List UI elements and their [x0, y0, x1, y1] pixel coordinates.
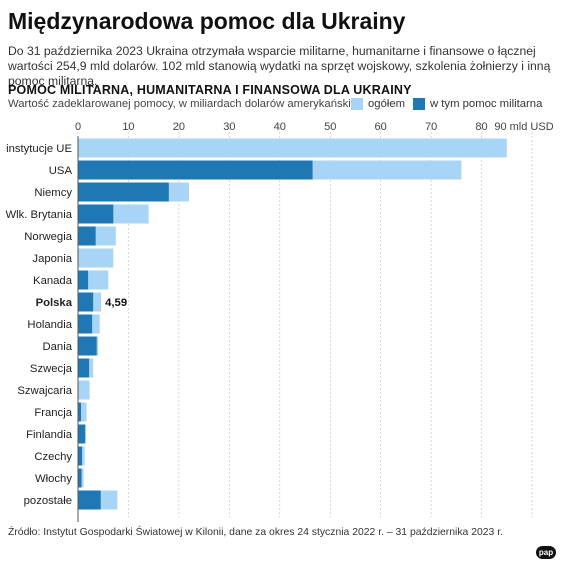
legend-total-label: ogółem	[368, 98, 406, 110]
category-label: instytucje UE	[6, 143, 72, 155]
bar-total	[78, 380, 90, 400]
pap-logo: pap	[536, 546, 556, 559]
page-title: Międzynarodowa pomoc dla Ukrainy	[8, 8, 406, 34]
category-label: USA	[49, 165, 73, 177]
category-label: Dania	[42, 341, 72, 353]
x-tick-label: 20	[173, 121, 185, 133]
source-note: Źródło: Instytut Gospodarki Światowej w …	[8, 527, 503, 538]
bar-military	[78, 490, 101, 510]
category-label: Niemcy	[34, 187, 72, 199]
chart-subtitle: Wartość zadeklarowanej pomocy, w miliard…	[8, 98, 363, 110]
legend-total: ogółem	[351, 98, 405, 110]
x-tick-label: 60	[375, 121, 387, 133]
category-label: Wlk. Brytania	[5, 209, 72, 221]
bar-military	[78, 204, 114, 224]
bar-total	[78, 138, 507, 158]
bar-chart: 0 10 20 30 40 50 60 70 80 90 mld USD instytucje UE…	[5, 121, 554, 522]
bar-military	[78, 182, 169, 202]
x-tick-label: 90 mld USD	[494, 121, 553, 133]
intro-text: Do 31 października 2023 Ukraina otrzymał…	[8, 44, 551, 88]
category-label: Francja	[34, 407, 72, 419]
x-tick-label: 50	[324, 121, 336, 133]
bar-total	[78, 402, 87, 422]
category-label: Japonia	[32, 253, 72, 265]
bar-military	[78, 424, 86, 444]
legend-military: w tym pomoc militarna	[413, 98, 542, 110]
bar-military	[78, 402, 82, 422]
category-label: Włochy	[35, 473, 72, 485]
category-label: Kanada	[33, 275, 73, 287]
data-label-polska: 4,59	[105, 297, 127, 309]
category-label: Norwegia	[24, 231, 72, 243]
bar-military	[78, 160, 313, 180]
bar-military	[78, 226, 96, 246]
category-label: Szwecja	[30, 363, 73, 375]
category-label: Szwajcaria	[17, 385, 72, 397]
bar-military	[78, 292, 94, 312]
x-tick-label: 80	[475, 121, 487, 133]
bar-military	[78, 446, 83, 466]
category-label: Polska	[36, 297, 73, 309]
x-tick-label: 0	[75, 121, 81, 133]
x-tick-label: 30	[223, 121, 235, 133]
category-label: Czechy	[34, 451, 72, 463]
category-label: Finlandia	[26, 429, 73, 441]
legend-military-label: w tym pomoc militarna	[430, 98, 543, 110]
x-tick-label: 70	[425, 121, 437, 133]
legend-total-swatch	[351, 98, 363, 110]
bar-military	[78, 358, 90, 378]
bar-military	[78, 270, 89, 290]
bar-military	[78, 468, 82, 488]
x-tick-label: 10	[122, 121, 134, 133]
category-label: Holandia	[27, 319, 72, 331]
chart-title: POMOC MILITARNA, HUMANITARNA I FINANSOWA…	[8, 83, 412, 97]
bar-military	[78, 336, 97, 356]
x-tick-label: 40	[274, 121, 286, 133]
bar-total	[78, 248, 114, 268]
bar-military	[78, 314, 93, 334]
legend-military-swatch	[413, 98, 425, 110]
category-label: pozostałe	[24, 495, 72, 507]
